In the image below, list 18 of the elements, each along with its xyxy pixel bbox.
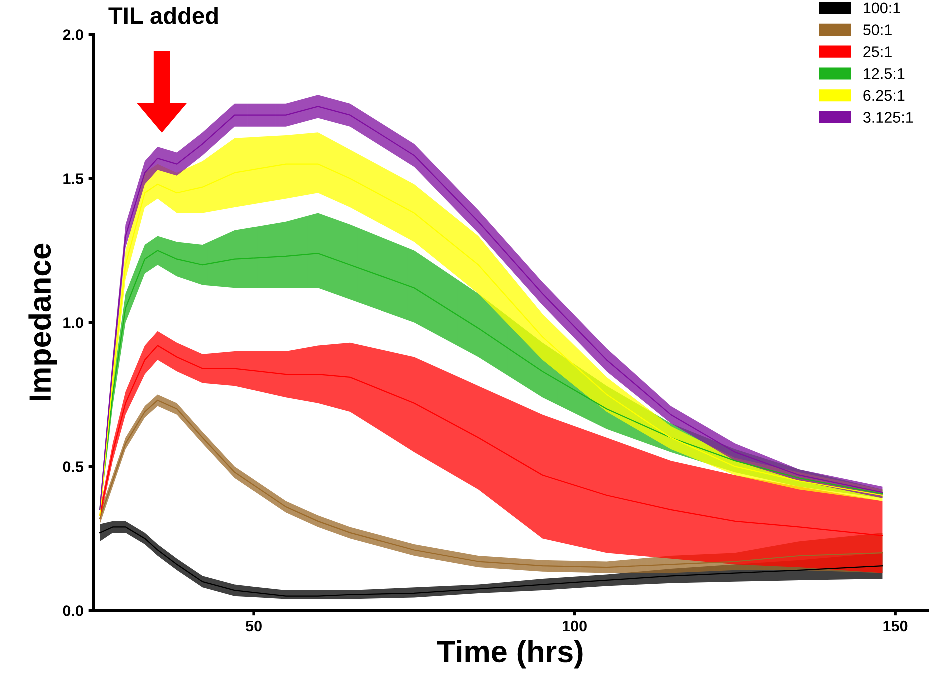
legend-label: 6.25:1: [864, 90, 905, 102]
y-tick-label: 1.5: [64, 174, 84, 184]
legend-label: 50:1: [864, 24, 892, 36]
x-tick-label: 50: [246, 620, 262, 632]
y-tick-label: 0.5: [63, 462, 84, 472]
legend-label: 3.125:1: [863, 112, 914, 123]
legend-label: 100:1: [864, 2, 900, 14]
x-tick-label: 100: [563, 620, 587, 632]
y-tick-label: 1.0: [64, 318, 84, 328]
y-tick-label: 0.0: [63, 606, 84, 616]
text: TIL added: [108, 6, 218, 24]
y-axis-title: Impedance: [28, 244, 58, 400]
x-tick-label: 150: [884, 620, 908, 632]
line-series: [100, 345, 884, 536]
legend-label: 25:1: [864, 46, 892, 58]
y-tick-label: 2.0: [63, 30, 84, 40]
x-axis-title: Time (hrs): [437, 640, 583, 669]
legend-label: 12.5:1: [864, 68, 905, 80]
